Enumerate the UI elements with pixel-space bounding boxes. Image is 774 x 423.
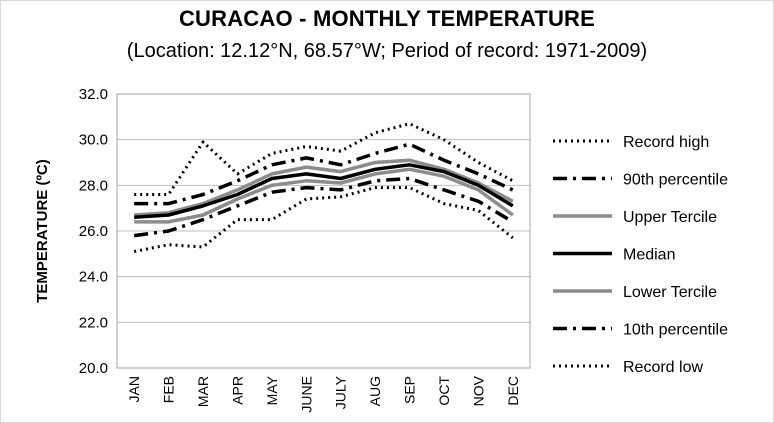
- y-tick-label: 28.0: [79, 177, 108, 194]
- series-line: [133, 176, 514, 238]
- series-line: [134, 167, 514, 224]
- x-tick-label: MAY: [264, 375, 280, 405]
- legend-label: 10th percentile: [623, 322, 728, 339]
- y-tick-label: 26.0: [79, 223, 108, 240]
- x-tick-label: MAR: [195, 376, 211, 407]
- legend-label: Record high: [623, 134, 709, 151]
- chart-title: CURACAO - MONTHLY TEMPERATURE: [178, 6, 596, 31]
- legend-label: 90th percentile: [623, 172, 728, 189]
- series-line: [134, 122, 514, 196]
- series-line: [134, 163, 514, 220]
- y-tick-label: 30.0: [79, 132, 108, 149]
- y-axis-label: TEMPERATURE (ºC): [34, 159, 51, 303]
- legend-label: Record low: [623, 359, 703, 376]
- y-tick-label: 22.0: [79, 314, 108, 331]
- x-tick-label: JUNE: [298, 376, 314, 413]
- x-tick-label: APR: [229, 376, 245, 405]
- x-tick-label: DEC: [505, 376, 521, 406]
- legend-label: Median: [623, 247, 675, 264]
- series-line: [134, 142, 514, 206]
- x-tick-label: FEB: [161, 376, 177, 403]
- y-axis-ticks: 20.0 22.0 24.0 26.0 28.0 30.0 32.0: [79, 86, 108, 377]
- x-tick-label: AUG: [367, 376, 383, 406]
- y-tick-label: 20.0: [79, 360, 108, 377]
- chart-subtitle: (Location: 12.12°N, 68.57°W; Period of r…: [126, 40, 648, 62]
- x-axis-ticks: JAN FEB MAR APR MAY JUNE JULY AUG SEP OCT NOV DEC: [126, 375, 521, 412]
- x-tick-label: NOV: [470, 375, 486, 406]
- plot-area: [116, 93, 531, 369]
- legend-label: Lower Tercile: [623, 284, 717, 301]
- gridlines: [116, 93, 531, 369]
- x-tick-label: OCT: [436, 376, 452, 406]
- series-line: [134, 158, 514, 217]
- y-tick-label: 32.0: [79, 86, 108, 103]
- legend-label: Upper Tercile: [623, 209, 717, 226]
- x-tick-label: JULY: [333, 375, 349, 409]
- x-tick-label: JAN: [126, 376, 142, 402]
- y-tick-label: 24.0: [79, 269, 108, 286]
- legend: Record high 90th percentile Upper Tercile M…: [553, 134, 728, 376]
- x-tick-label: SEP: [402, 376, 418, 404]
- series-line: [133, 186, 514, 253]
- series-lines: [133, 122, 514, 253]
